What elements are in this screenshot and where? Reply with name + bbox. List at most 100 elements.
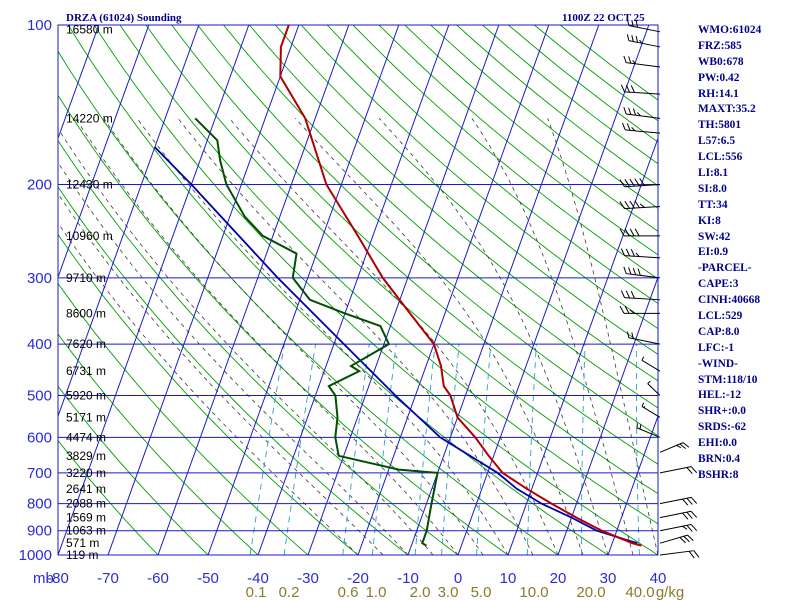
temperature-tick-label: 20 [550, 570, 567, 587]
height-label: 8600 m [66, 306, 106, 320]
mixing-ratio-label: 5.0 [471, 584, 492, 600]
isotherm-line [58, 25, 250, 555]
dewpoint-trace [194, 117, 439, 547]
wind-barb [659, 523, 698, 532]
dry-adiabat-line [58, 439, 159, 555]
moist-adiabats [58, 118, 658, 555]
wind-barb [619, 200, 661, 210]
temperature-tick-label: -20 [347, 570, 369, 587]
wind-barb [659, 510, 698, 520]
index-item: STM:118/10 [698, 373, 758, 386]
height-label: 2641 m [66, 482, 106, 496]
index-item: SW:42 [698, 230, 731, 243]
pressure-tick-label: 400 [27, 336, 52, 353]
wind-barb [626, 34, 661, 48]
height-label: 14220 m [66, 111, 113, 125]
isotherm-line [557, 275, 658, 555]
parcel-trace [154, 146, 638, 545]
moist-adiabat-line [295, 118, 584, 555]
temperature-tick-label: -40 [247, 570, 269, 587]
dry-adiabat-line [93, 25, 658, 555]
pressure-tick-label: 500 [27, 387, 52, 404]
wind-barb [647, 380, 661, 396]
isotherm-line [607, 414, 658, 555]
index-item: BRN:0.4 [698, 453, 741, 466]
index-item: WB0:678 [698, 55, 744, 68]
dry-adiabat-line [326, 25, 658, 305]
isotherm-line [58, 25, 150, 279]
sounding-profiles [154, 25, 642, 547]
dry-adiabat-line [248, 25, 658, 382]
mixing-ratio-line [283, 344, 317, 555]
index-item: LCL:556 [698, 151, 743, 164]
moist-adiabat-line [547, 118, 658, 555]
pressure-tick-label: 700 [27, 465, 52, 482]
pressure-tick-label: 600 [27, 429, 52, 446]
moist-adiabat-line [136, 118, 509, 555]
mixing-ratio-line [414, 344, 436, 555]
index-item: PW:0.42 [698, 71, 740, 84]
mixing-ratio-label: 10.0 [519, 584, 548, 600]
dry-adiabats [58, 25, 658, 555]
index-item: -WIND- [698, 357, 738, 370]
dry-adiabat-line [222, 25, 658, 409]
dry-adiabat-line [58, 385, 209, 555]
wind-barb [626, 331, 661, 345]
index-item: MAXT:35.2 [698, 103, 756, 116]
height-label: 6731 m [66, 364, 106, 378]
mixing-ratio-label: 0.1 [246, 584, 267, 600]
dry-adiabat-line [58, 186, 409, 555]
index-item: FRZ:585 [698, 39, 742, 52]
dry-adiabat-line [58, 282, 309, 555]
mixing-ratio-line [636, 344, 640, 555]
temperature-tick-label: -60 [147, 570, 169, 587]
index-item: CAPE:3 [698, 278, 739, 291]
wind-barb [659, 550, 700, 559]
index-item: SHR+:0.0 [698, 405, 746, 418]
index-item: LCL:529 [698, 310, 743, 323]
dry-adiabat-line [145, 25, 658, 495]
wind-barb [619, 178, 661, 188]
height-label: 10960 m [66, 229, 113, 243]
mixing-ratio-label: 40.0 [625, 584, 654, 600]
wind-barb [620, 248, 661, 259]
dry-adiabat-line [300, 25, 658, 330]
isotherm-line [58, 25, 200, 418]
dry-adiabat-line [67, 25, 609, 555]
plot-frame [57, 24, 659, 556]
index-item: RH:14.1 [698, 87, 739, 100]
moist-adiabat-line [58, 161, 409, 555]
height-label: 4474 m [66, 430, 106, 444]
isotherm-line [107, 25, 300, 555]
index-item: BSHR:8 [698, 468, 739, 481]
wind-barb [641, 402, 661, 418]
wind-barb [620, 290, 661, 301]
station-title: DRZA (61024) Sounding [66, 12, 182, 24]
pressure-tick-label: 1000 [19, 547, 52, 564]
pressure-tick-label: 300 [27, 270, 52, 287]
height-label: 12430 m [66, 178, 113, 192]
index-item: SI:8.0 [698, 182, 727, 195]
height-label: 1569 m [66, 511, 106, 525]
index-item: HEL:-12 [698, 389, 742, 402]
wind-barbs [619, 19, 700, 559]
wind-barb [626, 19, 661, 33]
index-item: -PARCEL- [698, 262, 752, 275]
temperature-trace [279, 25, 642, 547]
wind-barb [619, 228, 660, 237]
mixing-ratio-label: 2.0 [410, 584, 431, 600]
pressure-tick-label: 900 [27, 523, 52, 540]
stability-indices: WMO:61024 FRZ:585 WB0:678 PW:0.42 RH:14.1 MAX… [698, 23, 798, 484]
chart-grid [57, 24, 659, 556]
temperature-tick-label: -50 [197, 570, 219, 587]
index-item: TT:34 [698, 198, 728, 211]
wind-barb [659, 534, 694, 544]
dry-adiabat-line [119, 25, 658, 525]
height-label: 16580 m [66, 23, 113, 37]
mixing-ratio-line [249, 344, 285, 555]
wind-barb [636, 423, 661, 438]
index-item: SRDS:-62 [698, 421, 747, 434]
mixing-ratio-label: 3.0 [438, 584, 459, 600]
mixing-ratio-label: g/kg [656, 584, 684, 600]
dry-adiabat-line [171, 25, 658, 465]
